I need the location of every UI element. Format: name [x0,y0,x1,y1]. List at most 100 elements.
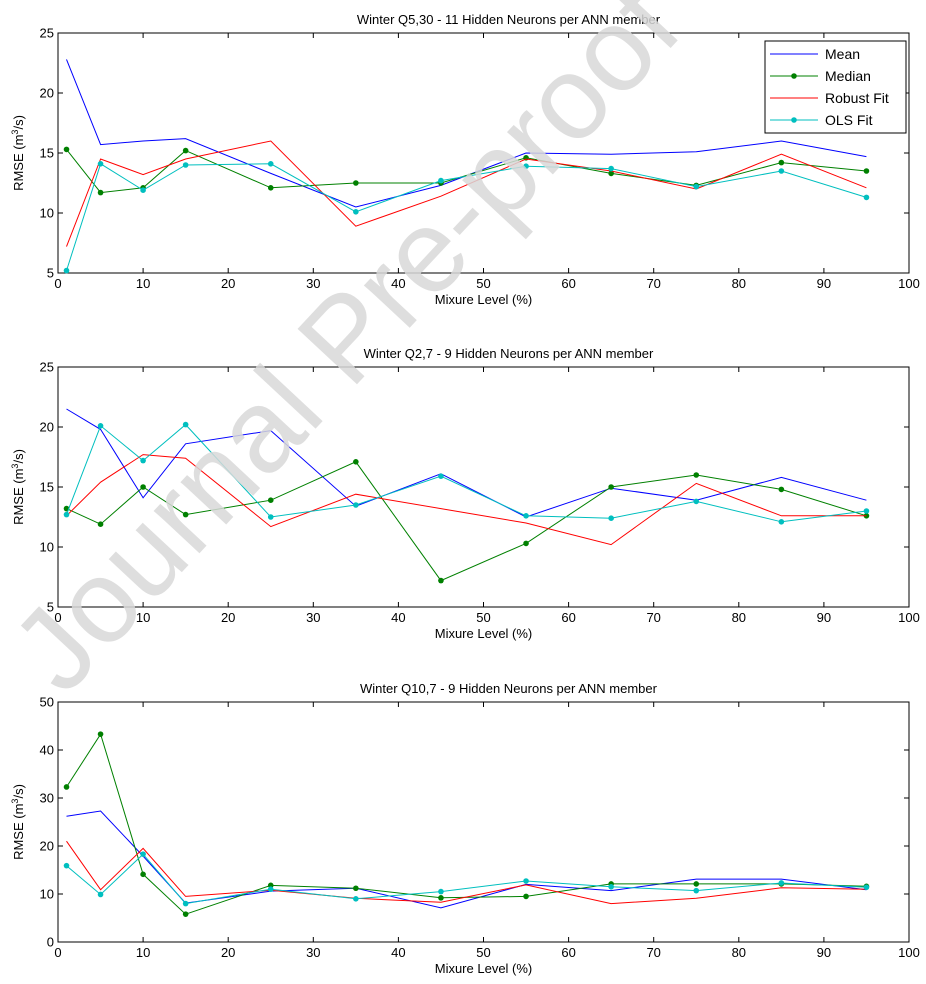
y-axis-label: RMSE (m3/s) [10,784,26,860]
y-tick-label: 50 [40,695,54,710]
chart-title: Winter Q2,7 - 9 Hidden Neurons per ANN m… [364,346,654,361]
data-point [353,209,359,215]
data-point [97,189,104,196]
y-axis-label-tail: /s) [11,449,26,463]
y-tick-label: 30 [40,791,54,806]
data-point [778,168,785,174]
data-point [438,577,444,584]
series-line-3 [66,454,867,546]
series-line-3 [66,840,867,905]
legend-box [764,40,907,134]
y-tick-label: 10 [40,887,54,902]
data-point [353,459,359,465]
series-line-4 [66,163,867,271]
y-tick-label: 20 [40,839,54,854]
series-line-2 [66,461,867,582]
data-point [63,146,70,153]
data-point [523,163,529,169]
y-tick-label: 10 [40,206,54,221]
chart-panel-1: Winter Q5,30 - 11 Hidden Neurons per ANN… [10,12,920,307]
x-tick-label: 70 [646,276,660,291]
x-tick-label: 30 [306,945,320,960]
chart-panel-3: Winter Q10,7 - 9 Hidden Neurons per ANN … [10,681,920,976]
data-point [353,502,359,508]
data-point [693,472,700,478]
data-point [693,183,700,190]
y-axis-label: RMSE (m3/s) [10,115,26,191]
x-tick-label: 50 [476,610,490,625]
x-axis-label: Mixure Level (%) [435,961,533,976]
data-point [863,168,870,174]
data-point [778,486,785,493]
legend-label: Median [825,68,871,84]
x-tick-label: 90 [817,610,831,625]
data-point [353,896,359,902]
x-tick-label: 20 [221,276,235,291]
x-tick-label: 10 [136,276,150,291]
x-tick-label: 50 [476,945,490,960]
x-tick-label: 40 [391,945,405,960]
x-tick-label: 80 [732,276,746,291]
data-point [267,497,274,504]
series-line-2 [66,733,867,915]
x-tick-label: 80 [732,945,746,960]
data-point [863,884,870,891]
x-tick-label: 0 [54,276,61,291]
legend-marker [791,117,797,123]
y-tick-label: 25 [40,360,54,375]
y-tick-label: 0 [47,935,54,950]
y-axis-label-base: RMSE (m [11,135,26,191]
y-axis-label-sup: 3 [10,799,20,804]
y-tick-label: 40 [40,743,54,758]
y-axis-label-sup: 3 [10,130,20,135]
data-point [267,886,274,892]
data-point [63,267,70,274]
x-tick-label: 60 [561,945,575,960]
data-point [140,457,146,464]
x-tick-label: 40 [391,610,405,625]
data-point [608,484,614,490]
data-point [863,513,870,519]
x-tick-label: 60 [561,610,575,625]
data-point [608,170,614,177]
data-point [438,895,444,901]
data-point [523,513,529,519]
data-point [438,473,444,480]
data-point [608,515,614,521]
data-point [182,162,189,168]
legend-label: Mean [825,46,860,62]
y-tick-label: 5 [47,266,54,281]
data-point [97,161,104,167]
data-point [267,882,274,889]
data-point [97,891,104,898]
x-tick-label: 90 [817,276,831,291]
series-line-1 [66,810,867,909]
data-point [863,508,870,514]
x-tick-label: 10 [136,945,150,960]
x-tick-label: 30 [306,276,320,291]
x-tick-label: 20 [221,610,235,625]
data-point [140,871,146,878]
x-axis-label: Mixure Level (%) [435,626,533,641]
chart-title: Winter Q10,7 - 9 Hidden Neurons per ANN … [360,681,658,696]
y-axis-label-tail: /s) [11,115,26,129]
x-tick-label: 70 [646,610,660,625]
x-tick-label: 80 [732,610,746,625]
plot-area [57,701,910,943]
y-tick-label: 20 [40,420,54,435]
data-point [63,511,70,518]
data-point [353,180,359,186]
y-axis-label-base: RMSE (m [11,469,26,525]
chart-title: Winter Q5,30 - 11 Hidden Neurons per ANN… [357,12,661,27]
x-tick-label: 30 [306,610,320,625]
x-tick-label: 0 [54,610,61,625]
data-point [523,893,529,900]
y-axis-label-base: RMSE (m [11,804,26,860]
chart-panel-2: Winter Q2,7 - 9 Hidden Neurons per ANN m… [10,346,920,641]
y-tick-label: 25 [40,26,54,41]
data-point [523,540,529,547]
data-point [140,851,146,857]
data-point [182,911,189,917]
data-point [778,880,785,886]
data-point [140,187,146,193]
